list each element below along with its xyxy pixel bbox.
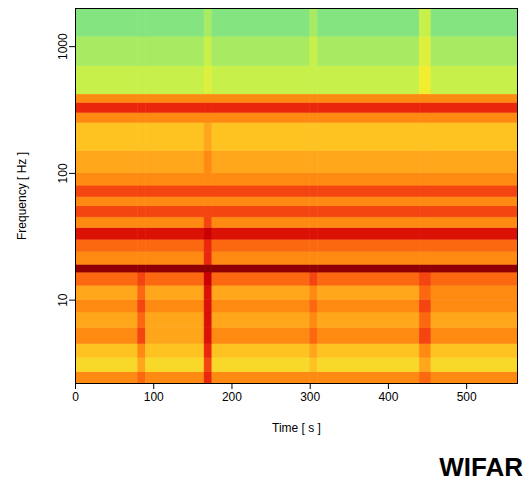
svg-text:200: 200 — [222, 390, 242, 404]
svg-text:Time [ s ]: Time [ s ] — [272, 421, 321, 435]
svg-text:400: 400 — [378, 390, 398, 404]
svg-text:0: 0 — [72, 390, 79, 404]
svg-text:Frequency [ Hz ]: Frequency [ Hz ] — [15, 152, 29, 240]
svg-text:500: 500 — [457, 390, 477, 404]
svg-text:100: 100 — [144, 390, 164, 404]
html-text:WIFAR: WIFAR — [439, 452, 523, 482]
svg-text:10: 10 — [56, 293, 70, 307]
svg-text:1000: 1000 — [56, 33, 70, 60]
svg-text:100: 100 — [56, 163, 70, 183]
svg-text:300: 300 — [300, 390, 320, 404]
